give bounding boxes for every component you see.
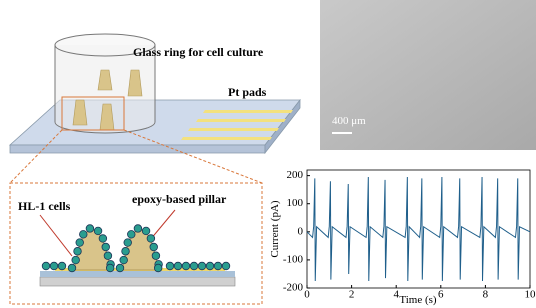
cell [42,262,50,270]
glass-ring-label: Glass ring for cell culture [133,45,264,59]
x-tick-label: 4 [393,289,399,301]
cell [94,227,102,235]
micrograph-image [320,0,536,150]
inset: HL-1 cells epoxy-based pillar [10,183,262,304]
cells-label: HL-1 cells [18,199,71,213]
x-axis-label: Time (s) [399,294,437,306]
cell [127,230,135,238]
cell [154,264,162,272]
x-tick-label: 10 [525,289,536,301]
cell [222,262,230,270]
cell [190,262,198,270]
cell [166,262,174,270]
cell [116,264,124,272]
y-tick-label: -100 [283,253,304,265]
cell [124,239,132,247]
cell [102,243,110,251]
cell [106,264,114,272]
y-tick-label: 100 [287,197,304,209]
figure: Glass ring for cell culture Pt pads HL-1… [0,0,536,308]
cell [134,225,142,233]
cell [122,247,130,255]
cell [76,239,84,247]
substrate-front [10,145,265,153]
cell [72,256,80,264]
schematic: Glass ring for cell culture Pt pads [10,34,300,183]
y-tick-label: -200 [283,282,304,294]
cell [79,230,87,238]
cell [120,256,128,264]
cell [206,262,214,270]
cell [147,235,155,243]
cell [58,262,66,270]
cell [86,225,94,233]
inset-substrate [40,277,235,286]
y-axis-label: Current (pA) [269,200,281,257]
pads-label: Pt pads [228,85,267,99]
cell [68,264,76,272]
cell [152,252,160,260]
chart: Current (pA) Time (s) -200 -100 0 100 200 0 2 4… [269,169,536,306]
cell [142,227,150,235]
x-tick-label: 2 [349,289,355,301]
cell [214,262,222,270]
cell [182,262,190,270]
y-tick-label: 0 [298,225,304,237]
pillar-label: epoxy-based pillar [132,192,227,206]
cell [50,262,58,270]
cell [74,247,82,255]
cell [198,262,206,270]
cell [99,235,107,243]
cell [174,262,182,270]
y-tick-label: 200 [287,169,304,181]
cell [104,252,112,260]
signal-trace [307,177,530,281]
x-tick-label: 8 [483,289,489,301]
scale-bar-label: 400 μm [332,115,366,127]
inset-layer [40,271,235,277]
micrograph: 400 μm [320,0,536,150]
arrow [40,215,72,256]
x-tick-label: 6 [438,289,444,301]
x-tick-label: 0 [304,289,310,301]
cell [150,243,158,251]
